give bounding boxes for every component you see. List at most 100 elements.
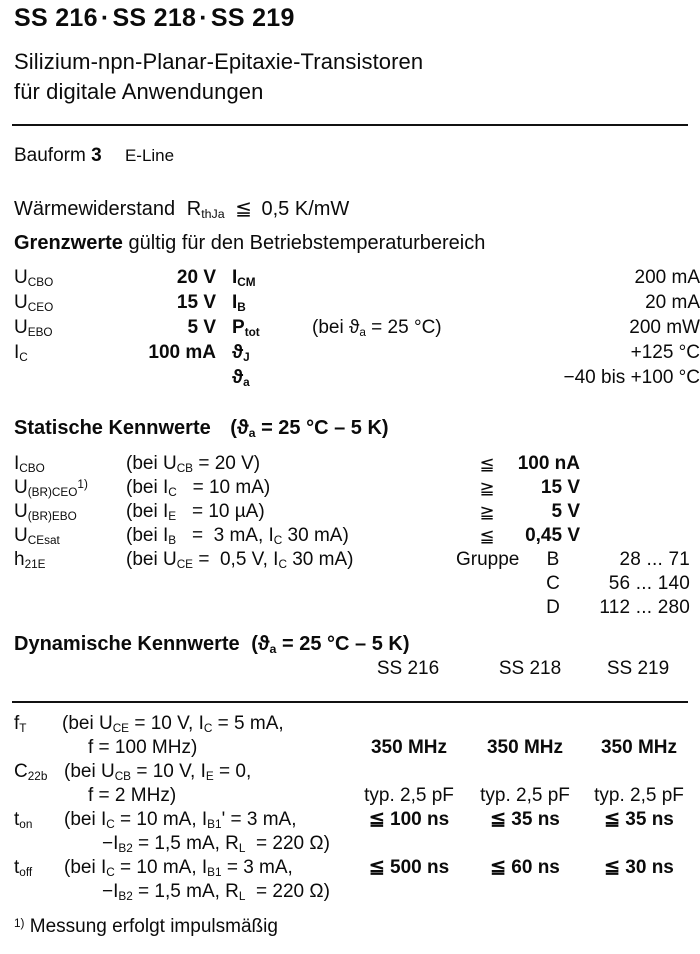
column-header-ss216: SS 216 [376,658,440,679]
thermal-symbol: RthJa [187,198,225,222]
type-name-3: SS 219 [210,4,295,32]
limit-symbol-right-sub: B [237,301,246,315]
static-symbol: h21E [14,548,46,574]
table-row: C 56 ... 140 [456,572,690,596]
package-label: Bauform [14,145,86,166]
limit-symbol-right-main: ϑ [232,367,244,388]
table-row: C22b (bei UCB = 10 V, IE = 0, [14,760,700,784]
table-row: ton (bei IC = 10 mA, IB1' = 3 mA, ≦ 100 … [14,808,700,832]
dynamic-symbol-sub: off [19,866,33,880]
dynamic-value-ss219: ≦ 35 ns [604,809,674,830]
group-range: 28 ... 71 [619,549,690,570]
dynamic-value-ss216: ≦ 500 ns [368,857,450,878]
dynamic-condition-line2: f = 100 MHz) [88,737,198,758]
static-value: 100 nA [517,453,580,474]
group-range: 56 ... 140 [608,573,690,594]
static-symbol: ICBO [14,452,45,478]
limit-value-right: +125 °C [630,342,700,363]
static-symbol-sub: CBO [19,462,45,476]
limit-value-left: 20 V [176,267,216,288]
limit-symbol-right: IB [232,290,246,317]
group-label: Gruppe [456,549,520,570]
limit-symbol-left-main: U [14,317,28,338]
dynamic-condition-line1: (bei UCE = 10 V, IC = 5 mA, [62,713,284,736]
static-symbol-main: U [14,501,28,522]
limit-symbol-right-sub: a [243,376,250,390]
limit-value-left: 15 V [176,292,216,313]
limit-symbol-left-sub: EBO [27,326,53,340]
static-symbol-sub: (BR)CEO [27,486,78,500]
dynamic-symbol-main: f [14,713,20,734]
title-separator-1: · [100,4,110,32]
dynamic-symbol: C22b [14,760,47,786]
table-row: U(BR)CEO1) (bei IC = 10 mA) 15 V [14,476,690,500]
dynamic-symbol: fT [14,712,26,738]
table-row: toff (bei IC = 10 mA, IB1 = 3 mA, ≦ 500 … [14,856,700,880]
limit-symbol-right-main: I [232,292,238,313]
dynamic-symbol-sub: T [19,722,27,736]
table-row: f = 2 MHz) typ. 2,5 pF typ. 2,5 pF typ. … [14,784,700,808]
static-condition: (bei IE = 10 µA) [126,501,265,524]
dynamic-condition-line2: f = 2 MHz) [88,785,177,806]
thermal-operator: ≦ [235,198,252,220]
dynamic-table-divider [12,701,688,703]
static-symbol: U(BR)EBO [14,500,77,526]
thermal-value: 0,5 K/mW [261,198,350,220]
static-condition: (bei UCE = 0,5 V, IC 30 mA) [126,549,354,572]
table-row: h21E (bei UCE = 0,5 V, IC 30 mA) [14,548,690,572]
footnote: 1) Messung erfolgt impulsmäßig [14,916,278,938]
table-row: UCBO 20 V ICM 200 mA [14,265,700,292]
hfe-groups: Gruppe B 28 ... 71 C 56 ... 140 D 112 ..… [456,548,690,620]
column-header-ss218: SS 218 [498,658,562,679]
operator-cell: ≧ [479,478,495,498]
table-row: UCEsat (bei IB = 3 mA, IC 30 mA) 0,45 V [14,524,690,548]
static-symbol-main: U [14,477,28,498]
subtitle-line-1: Silizium-npn-Planar-Epitaxie-Transistore… [14,49,424,74]
dynamic-value-ss216: ≦ 100 ns [368,809,450,830]
operator-cell: ≧ [479,502,495,522]
static-symbol-sub: (BR)EBO [27,510,77,524]
limit-symbol-right-sub: tot [244,326,260,340]
dynamic-symbol-main: t [14,857,20,878]
static-value: 15 V [540,477,580,498]
package-number: 3 [91,145,102,166]
table-row: D 112 ... 280 [456,596,690,620]
limit-symbol-left-main: I [14,342,20,363]
dynamic-condition-line1: (bei IC = 10 mA, IB1' = 3 mA, [64,809,297,832]
dynamic-value-ss218: 350 MHz [486,737,564,758]
limit-symbol-left: UCBO [14,265,53,292]
dynamic-heading: Dynamische Kennwerte (ϑa = 25 °C – 5 K) [14,633,409,656]
dynamic-condition-line2: −IB2 = 1,5 mA, RL = 220 Ω) [102,881,330,904]
dynamic-value-ss219: ≦ 30 ns [604,857,674,878]
dynamic-symbol-sub: on [19,818,33,832]
static-condition: (bei IB = 3 mA, IC 30 mA) [126,525,349,548]
header-divider [12,124,688,126]
subtitle-line-2: für digitale Anwendungen [14,79,264,104]
limits-heading-bold: Grenzwerte [14,232,123,254]
limit-symbol-left: IC [14,340,28,367]
static-symbol-main: I [14,453,20,474]
operator-cell: ≦ [479,526,495,546]
table-row: IC 100 mA ϑJ +125 °C [14,340,700,367]
dynamic-condition-line1: (bei UCB = 10 V, IE = 0, [64,761,252,784]
static-value: 0,45 V [525,525,580,546]
dynamic-symbol-main: t [14,809,20,830]
dynamic-value-ss219: typ. 2,5 pF [594,785,684,806]
table-row: ϑa −40 bis +100 °C [14,365,700,390]
package-name: E-Line [124,146,175,165]
dynamic-condition-line2: −IB2 = 1,5 mA, RL = 220 Ω) [102,833,330,856]
limit-symbol-left-main: U [14,292,28,313]
dynamic-value-ss218: typ. 2,5 pF [480,785,570,806]
dynamic-symbol: toff [14,856,32,882]
limit-symbol-right-main: I [232,267,238,288]
dynamic-value-ss218: ≦ 35 ns [490,809,560,830]
thermal-symbol-sub: thJa [201,207,225,222]
static-condition: (bei UCB = 20 V) [126,453,261,476]
type-name-2: SS 218 [112,4,197,32]
dynamic-heading-conditions: (ϑa = 25 °C – 5 K) [251,633,410,657]
static-value: 5 V [551,501,580,522]
static-condition: (bei IC = 10 mA) [126,477,271,500]
table-row: U(BR)EBO (bei IE = 10 µA) 5 V [14,500,690,524]
table-row: f = 100 MHz) 350 MHz 350 MHz 350 MHz [14,736,700,760]
